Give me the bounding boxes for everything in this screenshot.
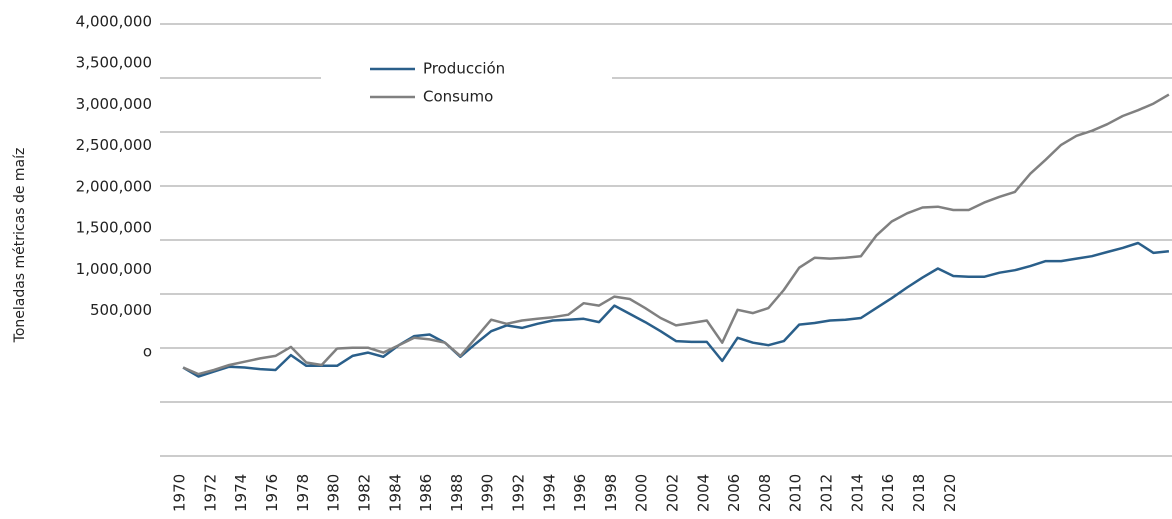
y-tick-label: 2,000,000 bbox=[76, 177, 152, 195]
x-tick-label: 2018 bbox=[910, 474, 928, 512]
x-tick-label: 2002 bbox=[664, 474, 682, 512]
x-tick-label: 2006 bbox=[725, 474, 743, 512]
x-tick-label: 1988 bbox=[448, 474, 466, 512]
series-line bbox=[182, 241, 1170, 378]
grid bbox=[160, 23, 1172, 457]
x-tick-label: 1990 bbox=[479, 474, 497, 512]
x-tick-label: 2010 bbox=[787, 474, 805, 512]
legend-background bbox=[321, 50, 612, 110]
y-tick-label: o bbox=[143, 342, 152, 360]
x-tick-label: 1998 bbox=[602, 474, 620, 512]
x-tick-label: 1974 bbox=[232, 474, 250, 512]
legend-label: Producción bbox=[423, 60, 505, 78]
x-tick-label: 1996 bbox=[571, 474, 589, 512]
y-tick-label: 4,000,000 bbox=[76, 13, 152, 31]
x-tick-label: 2014 bbox=[848, 474, 866, 512]
x-tick-label: 1972 bbox=[201, 474, 219, 512]
x-tick-label: 1982 bbox=[355, 474, 373, 512]
series-line bbox=[182, 93, 1170, 376]
x-tick-label: 2008 bbox=[756, 474, 774, 512]
x-tick-label: 1992 bbox=[509, 474, 527, 512]
y-tick-label: 3,500,000 bbox=[76, 54, 152, 72]
y-tick-label: 1,000,000 bbox=[76, 260, 152, 278]
x-tick-label: 1976 bbox=[263, 474, 281, 512]
x-tick-label: 1970 bbox=[171, 474, 189, 512]
y-tick-label: 2,500,000 bbox=[76, 136, 152, 154]
x-tick-label: 2012 bbox=[818, 474, 836, 512]
x-tick-label: 1984 bbox=[386, 474, 404, 512]
x-tick-label: 1994 bbox=[540, 474, 558, 512]
y-tick-label: 1,500,000 bbox=[76, 219, 152, 237]
x-tick-label: 2000 bbox=[633, 474, 651, 512]
x-tick-label: 2004 bbox=[694, 474, 712, 512]
y-tick-label: 3,000,000 bbox=[76, 95, 152, 113]
legend-label: Consumo bbox=[423, 88, 493, 106]
x-tick-label: 1986 bbox=[417, 474, 435, 512]
x-tick-label: 2016 bbox=[879, 474, 897, 512]
x-tick-label: 1978 bbox=[294, 474, 312, 512]
x-tick-label: 1980 bbox=[325, 474, 343, 512]
x-tick-label: 2020 bbox=[941, 474, 959, 512]
y-tick-label: 500,000 bbox=[90, 301, 152, 319]
y-axis-label: Toneladas métricas de maíz bbox=[12, 148, 28, 344]
